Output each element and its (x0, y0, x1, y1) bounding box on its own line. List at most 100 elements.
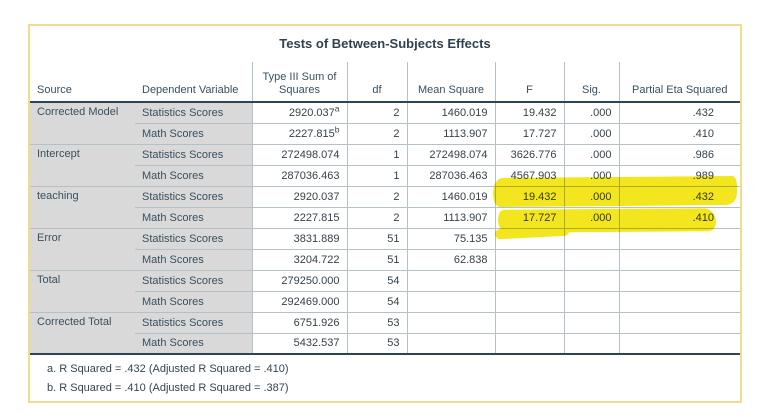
df-cell: 1 (346, 165, 407, 187)
df-cell: 54 (346, 270, 407, 292)
f-cell: 19.432 (494, 102, 564, 124)
table-row: Intercept Statistics Scores 272498.074 1… (30, 144, 740, 187)
df-cell: 2 (346, 207, 407, 229)
f-cell (494, 270, 564, 292)
mean-square-cell: 1460.019 (406, 186, 495, 208)
partial-eta-cell (618, 228, 740, 250)
value: 2227.815 (288, 127, 335, 140)
col-header-source: Source (30, 62, 135, 103)
f-cell: 17.727 (494, 123, 564, 145)
table-row: Math Scores 287036.463 1 287036.463 4567… (30, 165, 740, 187)
dependent-variable-cell: Math Scores (135, 207, 252, 229)
footnote-marker-b: b (334, 123, 340, 134)
mean-square-cell: 1113.907 (406, 123, 495, 145)
source-label: Corrected Model (30, 102, 135, 145)
f-cell: 4567.903 (494, 165, 564, 187)
header-row: Source Dependent Variable Type III Sum o… (30, 62, 740, 103)
sig-cell: .000 (563, 165, 619, 187)
type-iii-ss-cell: 2920.037a (251, 102, 347, 124)
footnote-b: b. R Squared = .410 (Adjusted R Squared … (47, 382, 289, 394)
value: 2920.037 (288, 106, 335, 119)
table-row-teaching: Math Scores 2227.815 2 1113.907 17.727 .… (30, 207, 740, 229)
table-row: Total Statistics Scores 279250.000 54 (30, 270, 740, 313)
f-cell (494, 228, 564, 250)
type-iii-ss-cell: 279250.000 (251, 270, 347, 292)
dependent-variable-cell: Math Scores (135, 333, 252, 355)
mean-square-cell (406, 291, 495, 313)
mean-square-cell: 75.135 (406, 228, 495, 250)
df-cell: 51 (346, 249, 407, 271)
partial-eta-cell: .410 (618, 123, 740, 145)
mean-square-cell (406, 333, 495, 355)
type-iii-ss-cell: 3831.889 (251, 228, 347, 250)
col-header-type-iii-sum-of-squares: Type III Sum of Squares (251, 62, 347, 103)
footnote-a: a. R Squared = .432 (Adjusted R Squared … (47, 363, 289, 375)
partial-eta-cell: .989 (618, 165, 740, 187)
partial-eta-cell-highlighted: .432 (618, 186, 740, 208)
df-cell: 2 (346, 123, 407, 145)
sig-cell-highlighted: .000 (563, 186, 619, 208)
col-header-partial-eta-squared: Partial Eta Squared (618, 62, 740, 103)
f-cell (494, 249, 564, 271)
partial-eta-cell (618, 249, 740, 271)
col-header-f: F (494, 62, 564, 103)
partial-eta-cell: .432 (618, 102, 740, 124)
dependent-variable-cell: Math Scores (135, 123, 252, 145)
f-cell (494, 291, 564, 313)
df-cell: 2 (346, 102, 407, 124)
f-cell-highlighted: 19.432 (494, 186, 564, 208)
source-label: Total (30, 270, 135, 313)
type-iii-ss-cell: 2227.815b (251, 123, 347, 145)
sig-cell: .000 (563, 123, 619, 145)
type-iii-ss-cell: 272498.074 (251, 144, 347, 166)
dependent-variable-cell: Statistics Scores (135, 102, 252, 124)
type-iii-ss-cell: 5432.537 (251, 333, 347, 355)
mean-square-cell (406, 270, 495, 292)
partial-eta-cell-highlighted: .410 (618, 207, 740, 229)
dependent-variable-cell: Statistics Scores (135, 270, 252, 292)
sig-cell-highlighted: .000 (563, 207, 619, 229)
df-cell: 51 (346, 228, 407, 250)
source-label: Error (30, 228, 135, 271)
type-iii-ss-cell: 2920.037 (251, 186, 347, 208)
footnote-marker-a: a (334, 103, 340, 114)
table-row: Corrected Model Statistics Scores 2920.0… (30, 102, 740, 145)
col-header-mean-square: Mean Square (406, 62, 495, 103)
table-row-teaching: teaching Statistics Scores 2920.037 2 14… (30, 186, 740, 229)
table-row: Math Scores 292469.000 54 (30, 291, 740, 313)
type-iii-ss-cell: 3204.722 (251, 249, 347, 271)
mean-square-cell: 287036.463 (406, 165, 495, 187)
dependent-variable-cell: Statistics Scores (135, 228, 252, 250)
col-header-sig: Sig. (563, 62, 619, 103)
dependent-variable-cell: Statistics Scores (135, 144, 252, 166)
sig-cell (563, 312, 619, 334)
mean-square-cell: 62.838 (406, 249, 495, 271)
source-label: Corrected Total (30, 312, 135, 355)
source-label: Intercept (30, 144, 135, 187)
dependent-variable-cell: Statistics Scores (135, 312, 252, 334)
table-row: Math Scores 2227.815b 2 1113.907 17.727 … (30, 123, 740, 145)
col-header-dependent-variable: Dependent Variable (135, 62, 252, 103)
type-iii-ss-cell: 2227.815 (251, 207, 347, 229)
table-title: Tests of Between-Subjects Effects (279, 36, 491, 51)
sig-cell: .000 (563, 102, 619, 124)
sig-cell (563, 333, 619, 355)
f-cell (494, 312, 564, 334)
df-cell: 1 (346, 144, 407, 166)
table-row: Math Scores 3204.722 51 62.838 (30, 249, 740, 271)
df-cell: 2 (346, 186, 407, 208)
col-header-df: df (346, 62, 407, 103)
df-cell: 54 (346, 291, 407, 313)
tests-of-between-subjects-effects-table: Source Dependent Variable Type III Sum o… (30, 62, 740, 355)
table-row: Error Statistics Scores 3831.889 51 75.1… (30, 228, 740, 271)
type-iii-ss-cell: 292469.000 (251, 291, 347, 313)
spss-output-table: Tests of Between-Subjects Effects Source… (28, 24, 742, 403)
table-row: Math Scores 5432.537 53 (30, 333, 740, 355)
partial-eta-cell: .986 (618, 144, 740, 166)
sig-cell: .000 (563, 144, 619, 166)
f-cell (494, 333, 564, 355)
mean-square-cell: 1113.907 (406, 207, 495, 229)
partial-eta-cell (618, 291, 740, 313)
sig-cell (563, 291, 619, 313)
